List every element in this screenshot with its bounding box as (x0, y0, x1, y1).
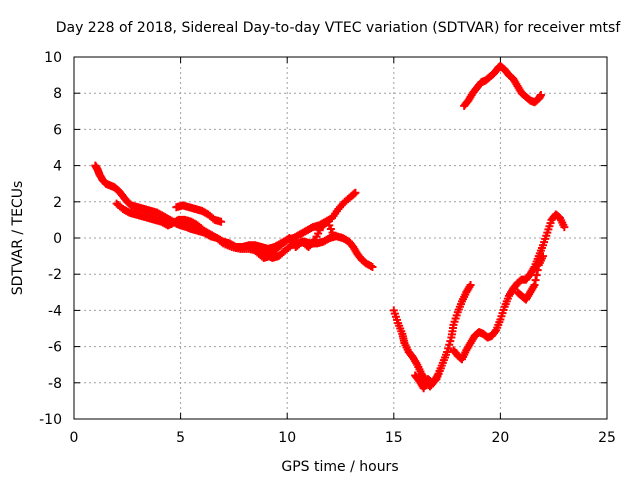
data-point (368, 262, 377, 271)
data-point (466, 281, 475, 290)
data-point (533, 266, 542, 275)
data-point (491, 327, 500, 336)
data-point (531, 276, 540, 285)
chart-title: Day 228 of 2018, Sidereal Day-to-day VTE… (56, 20, 622, 36)
x-tick-label: 15 (385, 430, 403, 446)
data-point (330, 232, 339, 241)
y-tick-label: -6 (48, 340, 62, 356)
data-point (217, 217, 226, 226)
series-track-e (389, 281, 475, 391)
x-axis-label: GPS time / hours (281, 459, 398, 475)
y-tick-label: 0 (53, 231, 62, 247)
y-tick-label: -4 (48, 303, 62, 319)
y-tick-label: 8 (53, 86, 62, 102)
data-point (532, 271, 541, 280)
y-tick-labels: -10 -8 -6 -4 -2 0 2 4 6 8 10 (39, 50, 62, 428)
series-track-c (172, 201, 226, 226)
data-points (91, 62, 569, 393)
series-track-b (112, 199, 377, 271)
y-tick-label: -2 (48, 267, 62, 283)
y-tick-label: 2 (53, 195, 62, 211)
y-axis-label: SDTVAR / TECUs (10, 181, 26, 296)
x-tick-label: 0 (70, 430, 79, 446)
y-tick-label: 6 (53, 122, 62, 138)
series-track-d (246, 217, 339, 262)
y-tick-label: -8 (48, 376, 62, 392)
x-tick-label: 5 (176, 430, 185, 446)
y-tick-label: 4 (53, 159, 62, 175)
data-point (436, 364, 445, 373)
x-tick-label: 20 (491, 430, 509, 446)
series-track-h (513, 252, 548, 304)
x-tick-label: 10 (278, 430, 296, 446)
data-point (536, 91, 545, 100)
data-point (539, 252, 548, 261)
y-tick-label: 10 (44, 50, 62, 66)
series-track-i (460, 62, 545, 110)
x-tick-label: 25 (598, 430, 616, 446)
y-tick-label: -10 (39, 412, 62, 428)
data-point (351, 188, 360, 197)
plot-frame (73, 56, 608, 420)
series-track-f (411, 364, 445, 393)
x-tick-labels: 0 5 10 15 20 25 (70, 430, 616, 446)
data-point (560, 223, 569, 232)
data-point (530, 281, 539, 290)
